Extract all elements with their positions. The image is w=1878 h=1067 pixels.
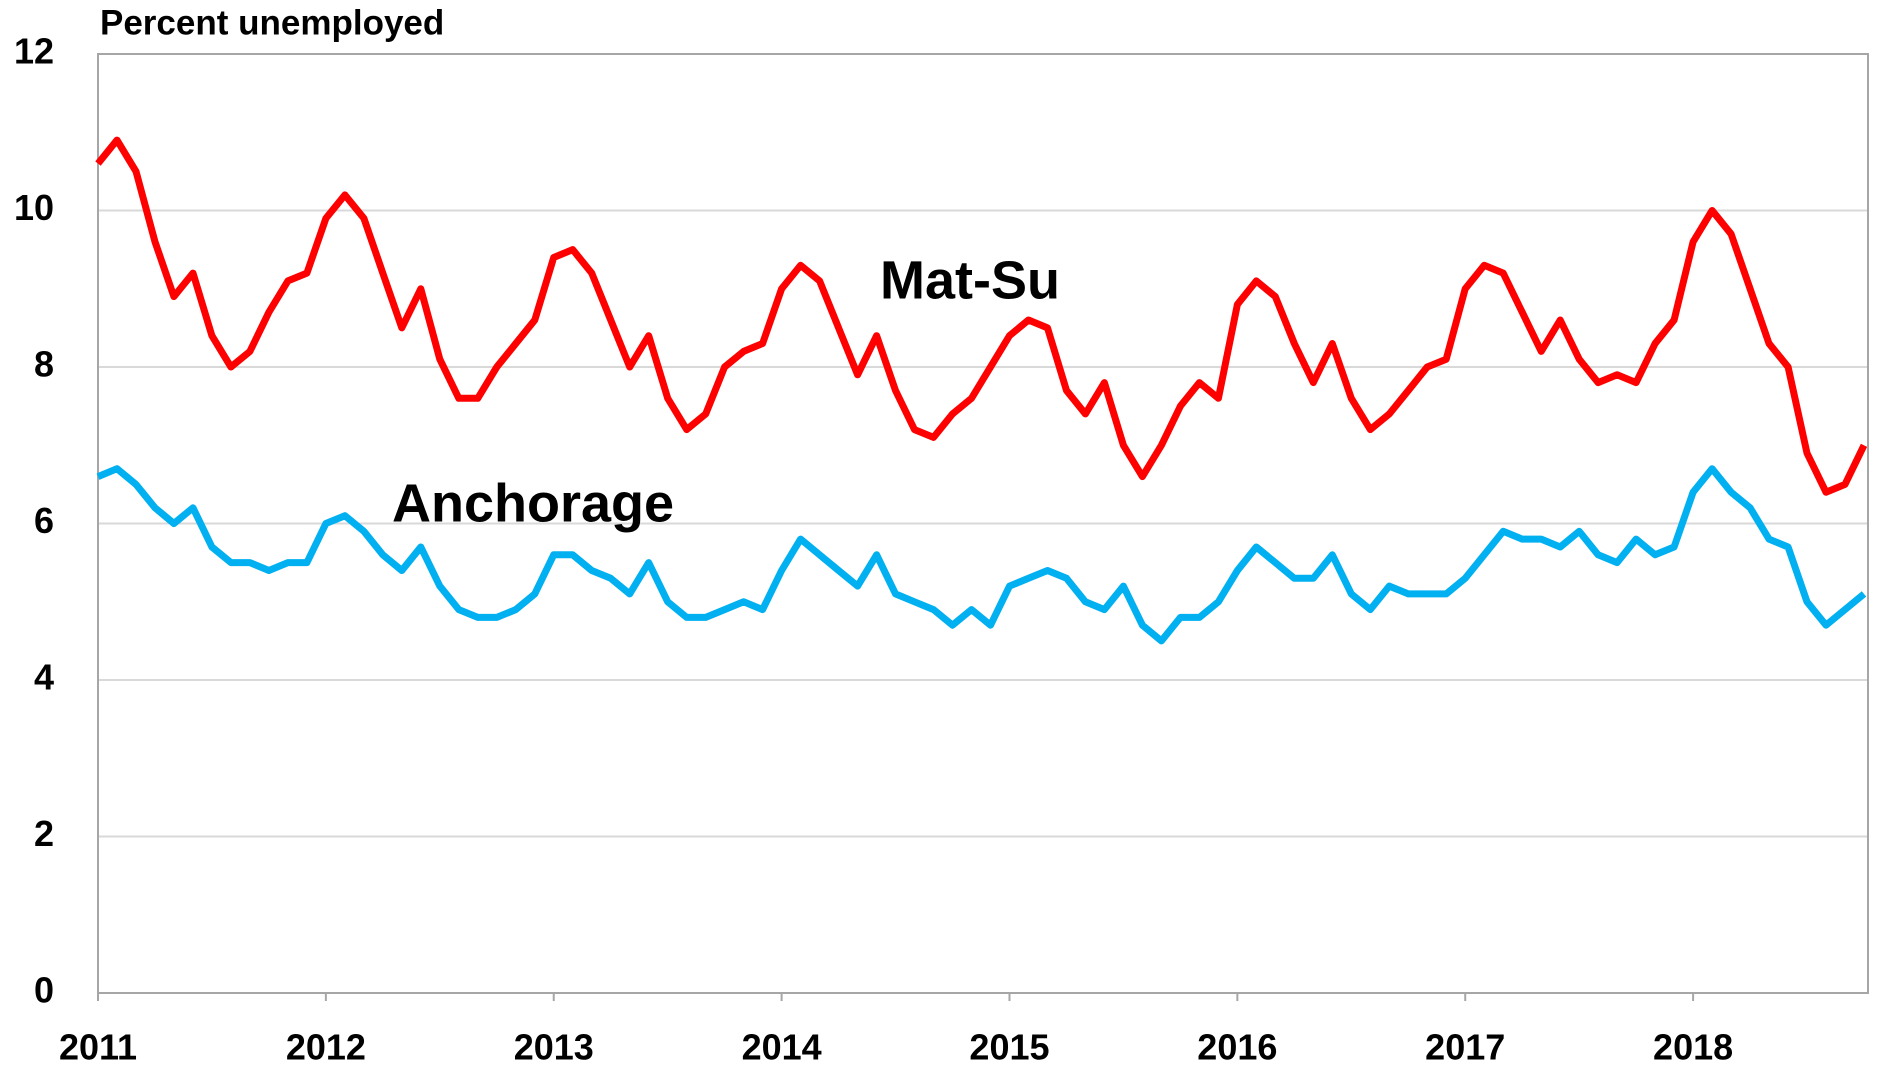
y-tick-label: 8 — [34, 344, 54, 385]
x-tick-label: 2016 — [1197, 1027, 1277, 1067]
series-label: Anchorage — [392, 473, 674, 533]
x-tick-label: 2011 — [59, 1027, 137, 1067]
x-tick-label: 2012 — [286, 1027, 366, 1067]
series-line — [96, 465, 1867, 645]
y-tick-label: 2 — [34, 813, 54, 854]
y-tick-label: 10 — [14, 187, 54, 228]
plot-frame — [97, 53, 1869, 994]
y-tick-label: 4 — [34, 657, 54, 698]
x-tick-label: 2015 — [969, 1027, 1049, 1067]
x-tick-label: 2018 — [1653, 1027, 1733, 1067]
x-tick-label: 2013 — [514, 1027, 594, 1067]
y-tick-label: 12 — [14, 31, 54, 72]
x-tick-label: 2014 — [742, 1027, 822, 1067]
series-label: Mat-Su — [880, 250, 1060, 310]
y-tick-label: 6 — [34, 500, 54, 541]
y-tick-label: 0 — [34, 970, 54, 1011]
x-tick-label: 2017 — [1425, 1027, 1505, 1067]
chart-title: Percent unemployed — [100, 3, 444, 42]
series-line — [95, 136, 1868, 496]
